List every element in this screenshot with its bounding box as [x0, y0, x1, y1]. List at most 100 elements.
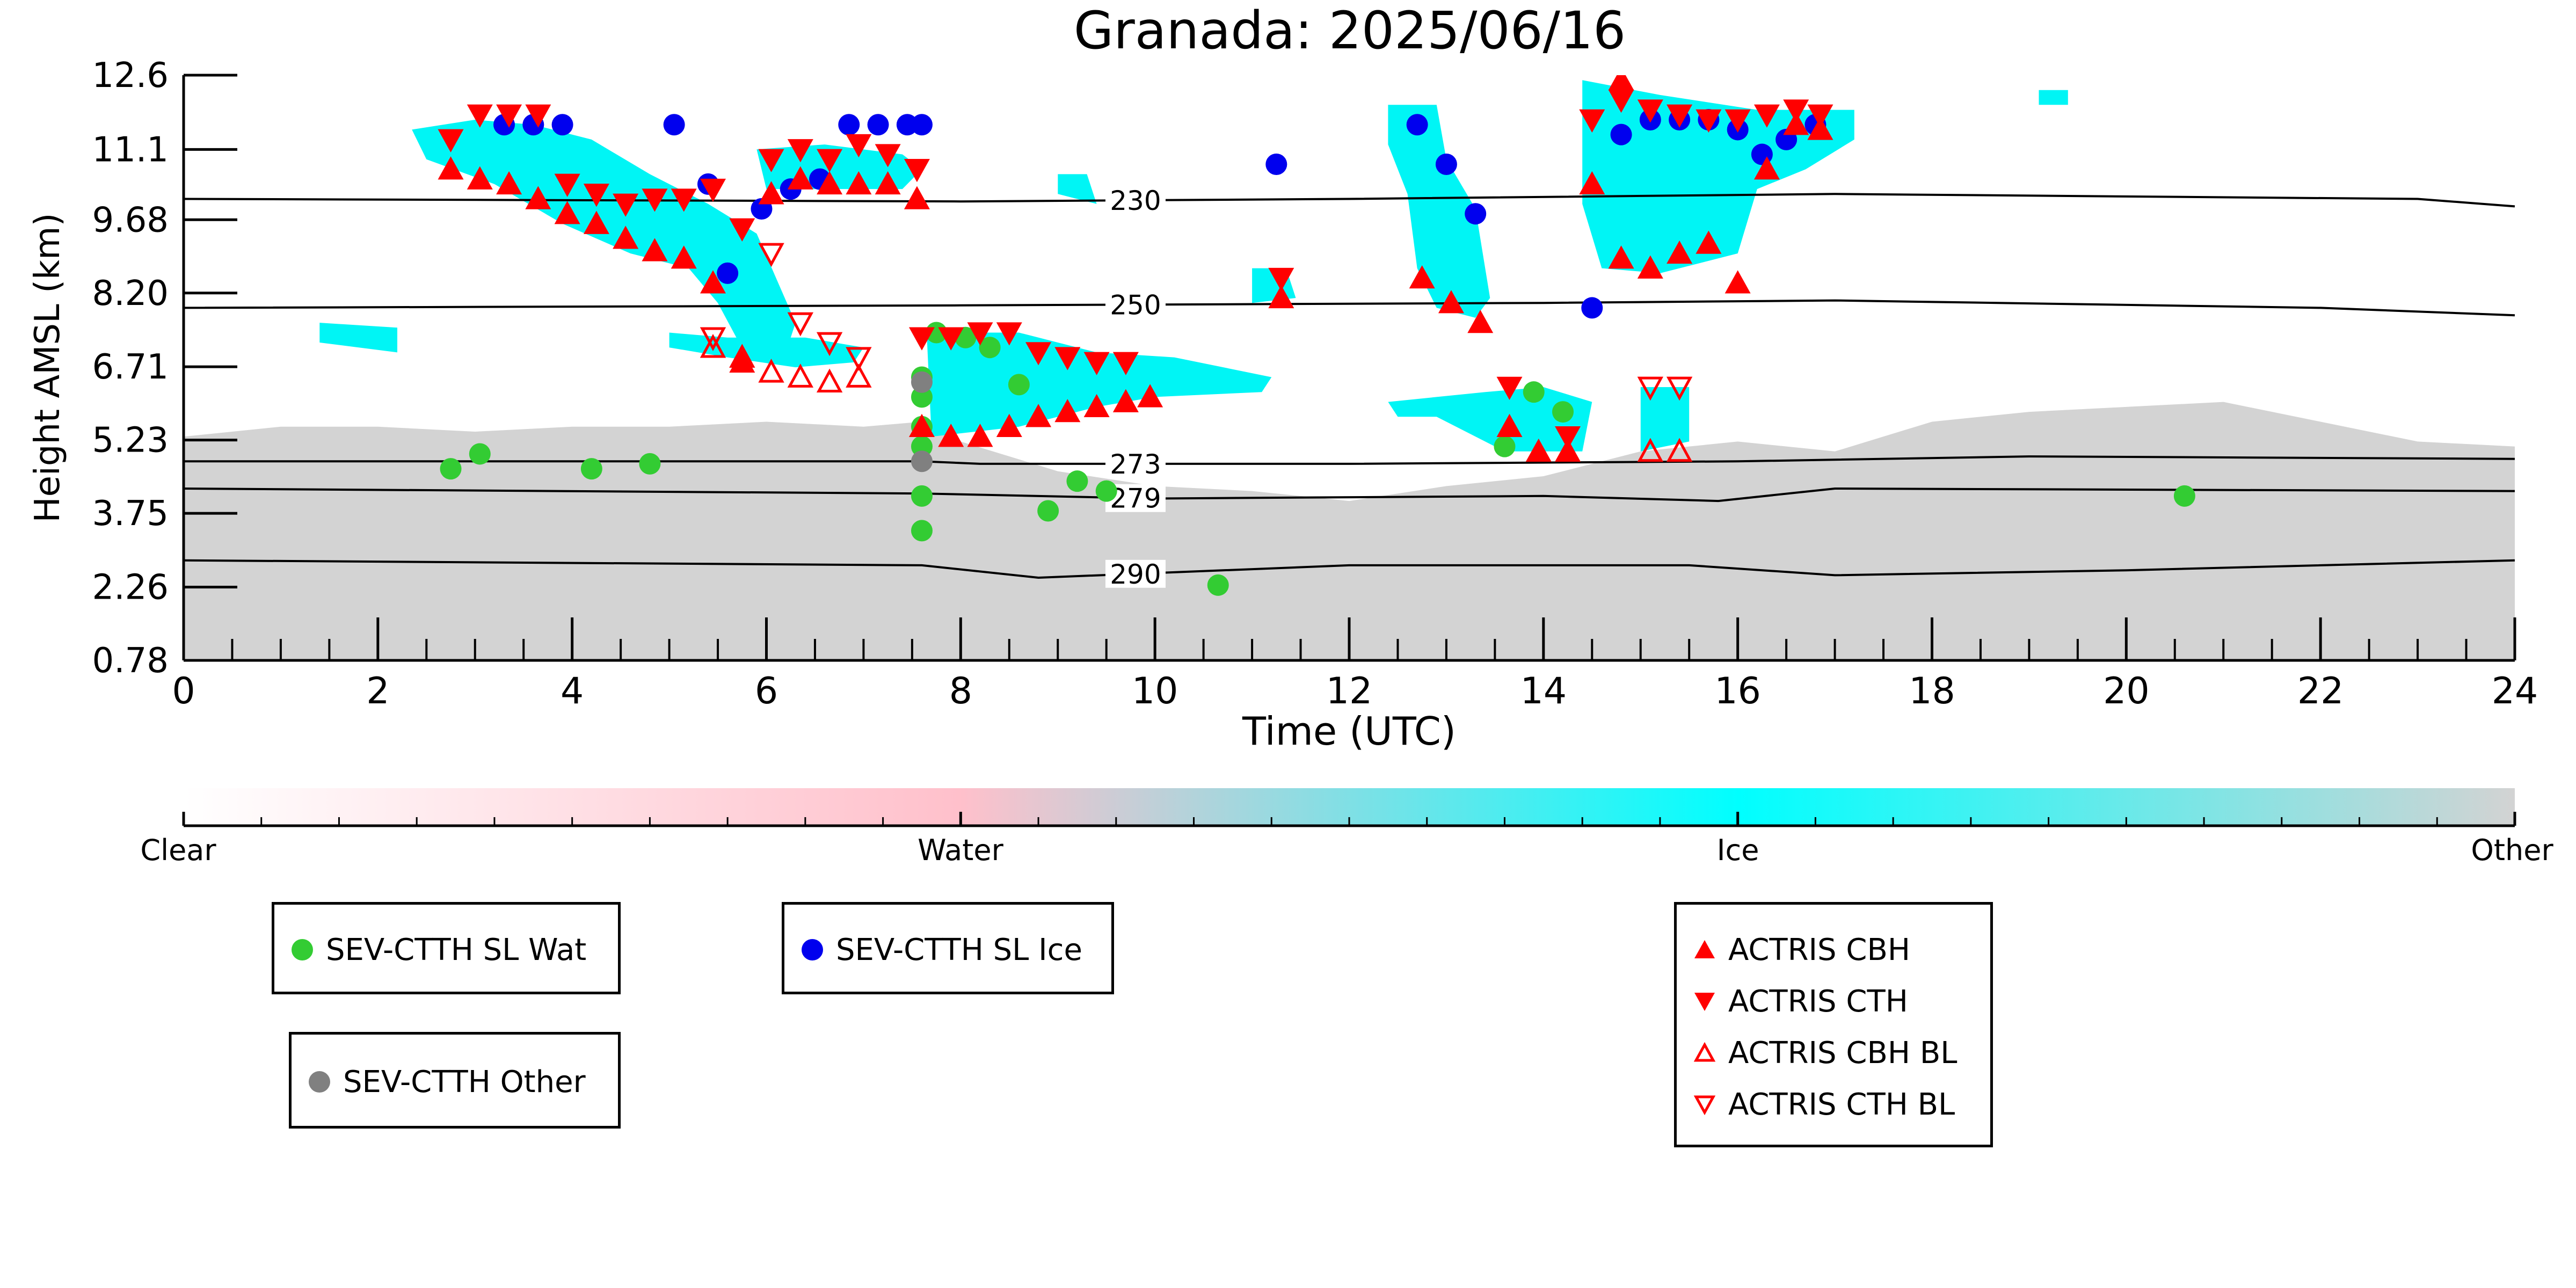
actris-cth-marker: [1608, 89, 1634, 113]
actris-cbh-marker: [496, 171, 522, 195]
ice-cloud-region: [1640, 387, 1690, 452]
actris-cth-bl-marker: [787, 312, 814, 337]
actris-cbh-marker: [1807, 117, 1833, 140]
sev-point-marker: [911, 450, 933, 472]
actris-cth-marker: [554, 173, 580, 197]
y-tick-label: 6.71: [92, 347, 169, 387]
sev-point-marker: [580, 458, 602, 480]
actris-cth-marker: [1667, 104, 1693, 128]
ice-cloud-region: [927, 332, 1272, 437]
actris-cbh-marker: [846, 171, 872, 195]
actris-cbh-marker: [1054, 399, 1081, 423]
sev-point-marker: [440, 458, 462, 480]
actris-cbh-marker: [1137, 384, 1163, 407]
ice-cloud-region: [1388, 387, 1592, 452]
actris-cth-bl-marker: [700, 327, 726, 351]
x-tick-label: 14: [1520, 670, 1567, 712]
ice-cloud-region: [412, 120, 796, 358]
actris-cbh-marker: [1083, 394, 1110, 418]
legend-label: ACTRIS CTH BL: [1728, 1087, 1955, 1122]
sev-point-marker: [717, 262, 739, 284]
actris-cth-marker: [583, 184, 609, 207]
sev-point-marker: [911, 386, 933, 408]
actris-cbh-marker: [1608, 245, 1634, 269]
actris-cth-marker: [1054, 347, 1081, 370]
ice-cloud-region: [1388, 105, 1490, 318]
sev-point-marker: [1265, 153, 1287, 175]
actris-cth-marker: [1724, 109, 1751, 133]
actris-cbh-marker: [758, 181, 784, 205]
actris-cbh-marker: [1579, 171, 1605, 195]
legend-label: SEV-CTTH SL Ice: [836, 932, 1082, 967]
actris-cbh-marker: [1555, 438, 1581, 462]
isotherm-label: 273: [1110, 449, 1161, 480]
y-tick-label: 2.26: [92, 568, 169, 608]
actris-cbh-marker: [1667, 240, 1693, 264]
actris-cbh-bl-marker: [700, 333, 726, 358]
actris-cbh-bl-marker: [729, 344, 755, 368]
y-tick-label: 0.78: [92, 641, 169, 681]
y-tick-label: 12.6: [92, 56, 169, 96]
sev-point-marker: [1066, 470, 1088, 492]
x-axis-label: Time (UTC): [1242, 709, 1456, 754]
actris-cbh-marker: [1608, 75, 1634, 91]
actris-cbh-marker: [787, 166, 813, 190]
actris-cbh-marker: [583, 210, 609, 234]
actris-cbh-bl-marker: [787, 363, 814, 388]
x-tick-label: 0: [172, 670, 195, 712]
actris-cth-bl-marker: [1637, 376, 1664, 401]
actris-cbh-bl-marker: [758, 359, 784, 383]
actris-cbh-marker: [996, 413, 1022, 437]
actris-cth-bl-marker: [758, 243, 784, 267]
actris-cbh-marker: [1783, 112, 1809, 135]
y-tick-label: 9.68: [92, 200, 169, 240]
sev-point-marker: [551, 114, 573, 136]
isotherm-line: [183, 299, 2515, 317]
actris-cbh-marker: [1496, 413, 1523, 437]
isotherm-label: 230: [1110, 185, 1161, 216]
x-tick-label: 22: [2297, 670, 2344, 712]
red-triangle-up-icon: [1694, 940, 1715, 958]
actris-cth-marker: [1555, 426, 1581, 450]
x-tick-label: 8: [949, 670, 972, 712]
sev-point-marker: [838, 114, 860, 136]
red-triangle-down-icon: [1694, 993, 1715, 1011]
isotherm-label-background: [1105, 290, 1166, 319]
actris-cth-bl-marker: [816, 332, 843, 356]
y-tick-label: 3.75: [92, 494, 169, 534]
sev-point-marker: [1610, 123, 1632, 145]
actris-cth-marker: [967, 322, 993, 346]
colorbar-axis: [182, 812, 2516, 827]
actris-cbh-bl-marker: [1637, 438, 1664, 462]
sev-point-marker: [639, 453, 661, 475]
colorbar-label-ice: Ice: [1717, 833, 1759, 867]
actris-cbh-marker: [671, 245, 697, 269]
actris-cbh-marker: [1637, 255, 1663, 279]
actris-cbh-bl-marker: [816, 368, 843, 393]
actris-cbh-marker: [438, 156, 464, 180]
sev-point-marker: [1523, 381, 1545, 403]
actris-cbh-marker: [817, 171, 843, 195]
actris-cth-marker: [1695, 109, 1722, 133]
actris-cbh-marker: [554, 201, 580, 224]
y-axis-label: Height AMSL (km): [28, 213, 68, 523]
actris-cth-marker: [1783, 99, 1809, 123]
isotherm-line: [183, 559, 2515, 579]
actris-cth-marker: [1083, 352, 1110, 375]
actris-cbh-marker: [908, 413, 935, 437]
sev-point-marker: [2173, 485, 2195, 507]
actris-cth-marker: [438, 129, 464, 152]
red-open-triangle-up-icon: [1693, 1042, 1716, 1062]
sev-point-marker: [911, 114, 933, 136]
legend-sev-other: SEV-CTTH Other: [289, 1032, 621, 1129]
ice-cloud-region: [2039, 90, 2068, 105]
sev-point-marker: [1037, 500, 1059, 522]
actris-cbh-marker: [1753, 156, 1780, 180]
actris-cth-marker: [787, 139, 813, 163]
actris-cbh-marker: [1438, 290, 1464, 314]
x-tick-label: 20: [2103, 670, 2150, 712]
actris-cth-marker: [817, 149, 843, 172]
other-region: [184, 402, 2515, 660]
actris-cbh-marker: [1467, 310, 1494, 333]
